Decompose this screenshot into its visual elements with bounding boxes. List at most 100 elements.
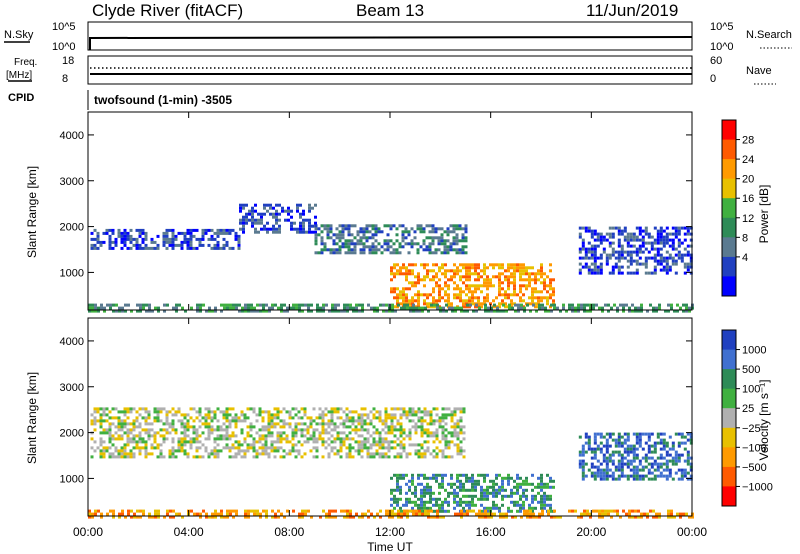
heatmap-cell bbox=[593, 432, 597, 436]
heatmap-cell bbox=[177, 243, 181, 247]
heatmap-cell bbox=[135, 237, 139, 241]
heatmap-cell bbox=[617, 450, 621, 454]
heatmap-cell bbox=[399, 413, 403, 417]
heatmap-cell bbox=[686, 462, 690, 466]
heatmap-cell bbox=[626, 447, 630, 451]
heatmap-cell bbox=[324, 407, 328, 411]
heatmap-cell bbox=[153, 440, 157, 444]
heatmap-cell bbox=[414, 485, 417, 489]
heatmap-cell bbox=[626, 238, 630, 242]
heatmap-cell bbox=[662, 268, 666, 272]
heatmap-cell bbox=[611, 232, 615, 236]
heatmap-cell bbox=[438, 422, 442, 426]
heatmap-cell bbox=[480, 494, 483, 498]
heatmap-cell bbox=[186, 434, 190, 438]
heatmap-cell bbox=[396, 473, 399, 477]
heatmap-cell bbox=[670, 512, 673, 516]
heatmap-cell bbox=[274, 515, 277, 519]
colorbar-tick-label: 20 bbox=[742, 174, 754, 186]
heatmap-cell bbox=[449, 224, 453, 228]
heatmap-cell bbox=[380, 230, 384, 234]
heatmap-cell bbox=[372, 437, 376, 441]
heatmap-cell bbox=[93, 449, 97, 453]
heatmap-cell bbox=[455, 227, 459, 231]
heatmap-cell bbox=[446, 245, 450, 249]
heatmap-cell bbox=[484, 303, 487, 307]
heatmap-cell bbox=[677, 432, 681, 436]
heatmap-cell bbox=[653, 259, 657, 263]
heatmap-cell bbox=[129, 428, 133, 432]
heatmap-cell bbox=[258, 437, 262, 441]
heatmap-cell bbox=[213, 446, 217, 450]
heatmap-cell bbox=[635, 253, 639, 257]
heatmap-cell bbox=[293, 227, 296, 231]
heatmap-cell bbox=[195, 428, 199, 432]
heatmap-cell bbox=[617, 226, 621, 230]
heatmap-cell bbox=[408, 431, 412, 435]
heatmap-cell bbox=[466, 309, 469, 313]
heatmap-cell bbox=[174, 410, 178, 414]
heatmap-cell bbox=[222, 437, 226, 441]
heatmap-cell bbox=[141, 437, 145, 441]
heatmap-cell bbox=[276, 446, 280, 450]
heatmap-cell bbox=[321, 437, 325, 441]
heatmap-cell bbox=[665, 268, 669, 272]
heatmap-cell bbox=[163, 309, 166, 313]
heatmap-cell bbox=[540, 299, 543, 303]
heatmap-cell bbox=[105, 413, 109, 417]
heatmap-cell bbox=[504, 305, 507, 309]
heatmap-cell bbox=[378, 437, 382, 441]
heatmap-cell bbox=[267, 434, 271, 438]
heatmap-cell bbox=[228, 449, 232, 453]
heatmap-cell bbox=[439, 515, 442, 519]
heatmap-cell bbox=[112, 512, 115, 516]
heatmap-cell bbox=[243, 449, 247, 453]
heatmap-cell bbox=[199, 512, 202, 516]
heatmap-cell bbox=[665, 256, 669, 260]
heatmap-cell bbox=[668, 474, 672, 478]
heatmap-cell bbox=[623, 226, 627, 230]
heatmap-cell bbox=[617, 477, 621, 481]
heatmap-cell bbox=[369, 455, 373, 459]
colorbar-segment bbox=[722, 427, 736, 448]
heatmap-cell bbox=[384, 440, 388, 444]
heatmap-cell bbox=[607, 303, 610, 307]
heatmap-cell bbox=[446, 248, 450, 252]
heatmap-cell bbox=[453, 413, 457, 417]
heatmap-cell bbox=[207, 428, 211, 432]
heatmap-cell bbox=[351, 437, 355, 441]
heatmap-cell bbox=[489, 284, 492, 288]
heatmap-cell bbox=[270, 416, 274, 420]
heatmap-cell bbox=[267, 422, 271, 426]
heatmap-cell bbox=[510, 293, 513, 297]
heatmap-cell bbox=[157, 306, 160, 310]
heatmap-cell bbox=[399, 407, 403, 411]
heatmap-cell bbox=[553, 303, 556, 307]
heatmap-cell bbox=[214, 512, 217, 516]
heatmap-cell bbox=[653, 247, 657, 251]
heatmap-cell bbox=[287, 218, 290, 222]
heatmap-cell bbox=[315, 428, 319, 432]
heatmap-cell bbox=[480, 269, 483, 273]
heatmap-cell bbox=[417, 503, 420, 507]
heatmap-cell bbox=[321, 413, 325, 417]
heatmap-cell bbox=[453, 497, 456, 501]
heatmap-cell bbox=[422, 248, 426, 252]
heatmap-cell bbox=[153, 240, 157, 244]
heatmap-cell bbox=[580, 303, 583, 307]
heatmap-cell bbox=[390, 491, 393, 495]
heatmap-cell bbox=[374, 224, 378, 228]
heatmap-cell bbox=[222, 416, 226, 420]
heatmap-cell bbox=[387, 455, 391, 459]
heatmap-cell bbox=[208, 515, 211, 519]
heatmap-cell bbox=[235, 303, 238, 307]
heatmap-cell bbox=[453, 443, 457, 447]
heatmap-cell bbox=[267, 413, 271, 417]
heatmap-cell bbox=[581, 477, 585, 481]
heatmap-cell bbox=[306, 431, 310, 435]
heatmap-cell bbox=[593, 471, 597, 475]
heatmap-cell bbox=[499, 512, 502, 516]
heatmap-cell bbox=[183, 440, 187, 444]
heatmap-cell bbox=[360, 416, 364, 420]
